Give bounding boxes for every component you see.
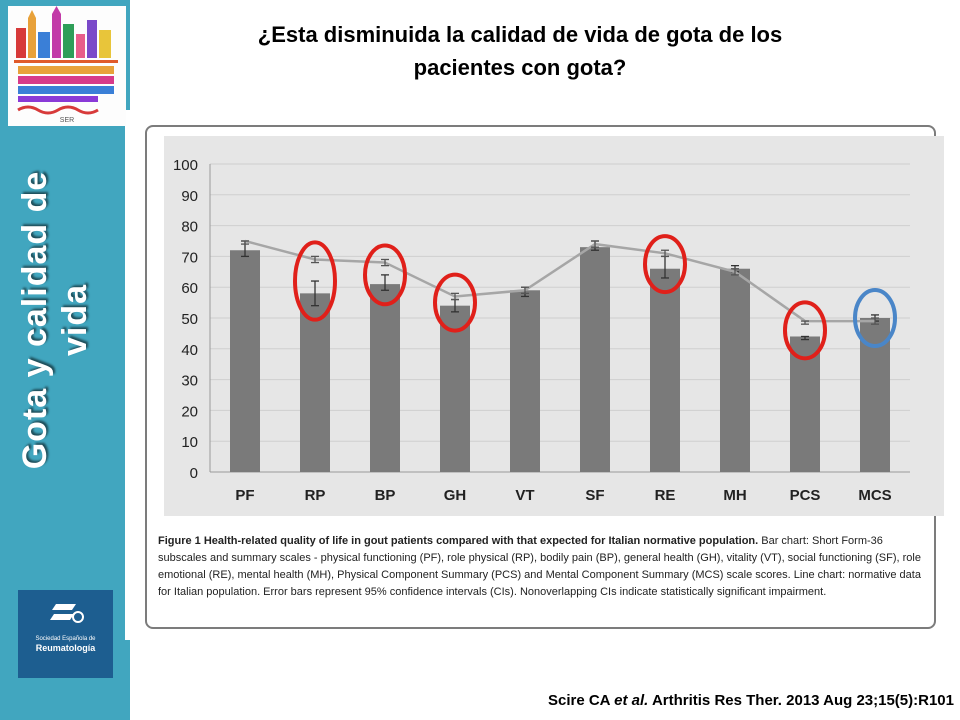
y-tick-label: 30 xyxy=(181,373,198,390)
y-tick-label: 40 xyxy=(181,342,198,359)
highlight-gh xyxy=(433,272,477,333)
x-tick-label: PF xyxy=(235,487,254,504)
bar-rp xyxy=(300,293,330,472)
x-tick-label: MCS xyxy=(858,487,891,504)
y-tick-label: 10 xyxy=(181,434,198,451)
x-tick-label: PCS xyxy=(790,487,821,504)
highlight-re xyxy=(643,234,687,295)
caption-bold: Figure 1 Health-related quality of life … xyxy=(158,535,759,547)
bar-vt xyxy=(510,290,540,472)
y-tick-label: 50 xyxy=(181,311,198,328)
ser-logo: Sociedad Española de Reumatología xyxy=(18,590,113,678)
y-tick-label: 100 xyxy=(173,157,198,174)
x-tick-label: VT xyxy=(515,487,534,504)
ser-logo-small-text: Sociedad Española de xyxy=(35,636,96,642)
highlight-mcs xyxy=(853,288,897,348)
y-tick-label: 70 xyxy=(181,249,198,266)
x-tick-label: RE xyxy=(655,487,676,504)
slide-title-line2: pacientes con gota? xyxy=(413,55,627,80)
y-tick-label: 80 xyxy=(181,219,198,236)
y-tick-label: 0 xyxy=(190,465,198,482)
congress-logo: SER xyxy=(8,6,126,126)
figure-caption: Figure 1 Health-related quality of life … xyxy=(158,533,928,601)
slide-title: ¿Esta disminuida la calidad de vida de g… xyxy=(170,18,870,84)
y-tick-label: 60 xyxy=(181,280,198,297)
bar-bp xyxy=(370,284,400,472)
ser-logo-icon xyxy=(50,604,84,623)
x-tick-label: MH xyxy=(723,487,746,504)
bar-pf xyxy=(230,250,260,472)
highlight-bp xyxy=(363,243,407,307)
x-tick-label: GH xyxy=(444,487,467,504)
congress-logo-graphic: SER xyxy=(14,6,118,124)
x-tick-label: RP xyxy=(305,487,326,504)
citation-reference: Arthritis Res Ther. 2013 Aug 23;15(5):R1… xyxy=(651,692,954,709)
slide-title-line1: ¿Esta disminuida la calidad de vida de g… xyxy=(257,22,783,47)
bar-mh xyxy=(720,268,750,472)
x-tick-label: BP xyxy=(375,487,396,504)
bar-gh xyxy=(440,305,470,472)
caption-text: Bar chart: Short Form-36 subscales and s… xyxy=(158,535,921,598)
highlight-rp xyxy=(293,240,337,322)
citation: Scire CA et al. Arthritis Res Ther. 2013… xyxy=(548,692,954,709)
x-tick-label: SF xyxy=(585,487,604,504)
highlight-pcs xyxy=(783,300,827,361)
y-tick-label: 20 xyxy=(181,403,198,420)
citation-et-al: et al. xyxy=(614,692,649,709)
congress-logo-text: SER xyxy=(60,117,74,124)
y-tick-label: 90 xyxy=(181,188,198,205)
sidebar-divider xyxy=(125,110,131,640)
ser-logo-big-text: Reumatología xyxy=(35,643,96,653)
normative-line xyxy=(244,239,875,323)
bar-sf xyxy=(580,247,610,472)
bar-re xyxy=(650,268,680,472)
citation-authors: Scire CA xyxy=(547,692,610,709)
